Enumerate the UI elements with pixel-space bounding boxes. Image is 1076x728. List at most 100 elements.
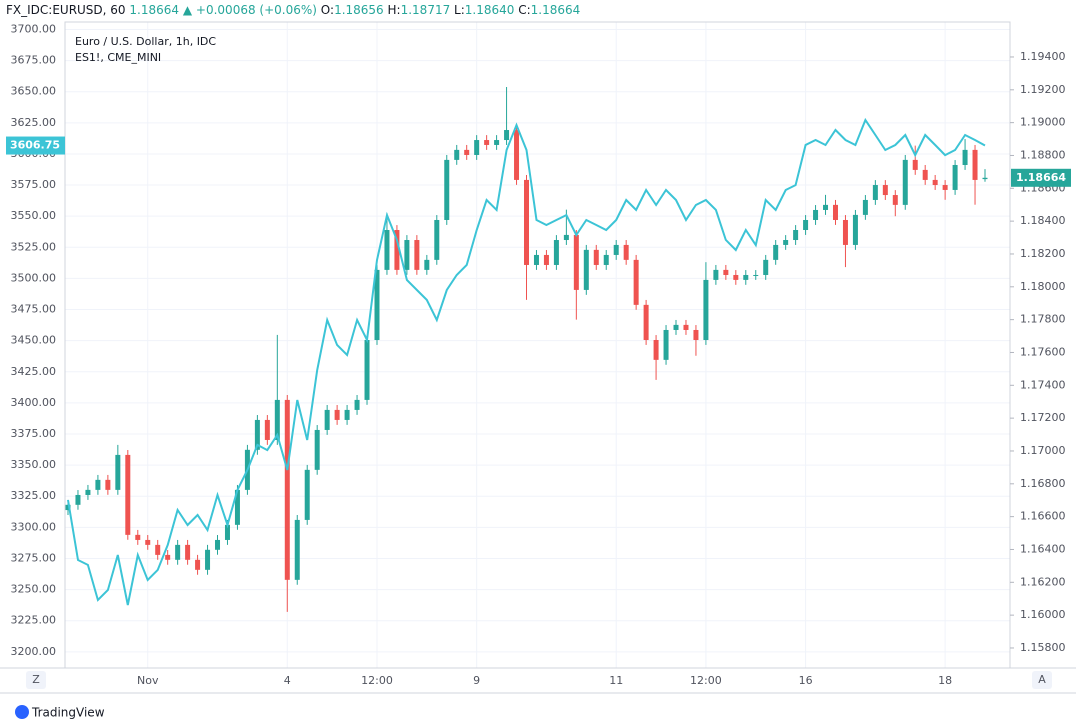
candle-body xyxy=(653,339,659,360)
candle-body xyxy=(813,209,819,220)
candle-body xyxy=(832,204,838,220)
candle-body xyxy=(85,489,91,495)
y2-tick-label: 1.19400 xyxy=(1020,50,1066,63)
es-line xyxy=(67,117,986,606)
candle-body xyxy=(155,544,161,555)
y2-tick-label: 1.18200 xyxy=(1020,247,1066,260)
candle-body xyxy=(135,534,141,540)
candle-body xyxy=(892,195,898,205)
candle-body xyxy=(613,244,619,255)
candle-body xyxy=(842,219,848,245)
candle-body xyxy=(65,504,71,511)
candle-body xyxy=(962,149,968,165)
candle-body xyxy=(733,274,739,280)
y-tick-label: 3575.00 xyxy=(11,178,57,191)
y2-tick-label: 1.16600 xyxy=(1020,510,1066,523)
y-tick-label: 3450.00 xyxy=(11,334,57,347)
candle-body xyxy=(424,259,430,270)
y2-tick-label: 1.18400 xyxy=(1020,214,1066,227)
x-tick-label: 18 xyxy=(938,674,952,687)
candle-body xyxy=(932,179,938,186)
candle-body xyxy=(663,329,669,360)
candle-body xyxy=(583,249,589,290)
candle-body xyxy=(284,399,290,580)
high-label: H: xyxy=(387,3,401,17)
logo[interactable]: TradingView xyxy=(15,705,105,720)
y2-tick-label: 1.16800 xyxy=(1020,477,1066,490)
scale-button[interactable] xyxy=(26,671,46,689)
y2-tick-label: 1.17000 xyxy=(1020,444,1066,457)
candle-body xyxy=(524,179,529,265)
y2-tick-label: 1.17600 xyxy=(1020,345,1066,358)
candle-body xyxy=(514,130,520,180)
open: 1.18656 xyxy=(334,3,384,17)
y2-tick-label: 1.18000 xyxy=(1020,280,1066,293)
candle-body xyxy=(703,279,709,340)
logo-icon[interactable] xyxy=(15,705,29,719)
logo-text[interactable]: TradingView xyxy=(31,706,105,720)
candle-body xyxy=(454,149,460,160)
candle-body xyxy=(982,177,988,180)
candle-body xyxy=(105,479,111,490)
x-tick-label: 4 xyxy=(284,674,291,687)
candle-body xyxy=(304,469,310,520)
candle-body xyxy=(484,140,490,145)
y-tick-label: 3500.00 xyxy=(11,271,57,284)
candle-body xyxy=(125,454,131,535)
y2-tick-label: 1.18800 xyxy=(1020,148,1066,161)
candle-body xyxy=(793,230,799,241)
candle-body xyxy=(673,324,679,330)
candle-body xyxy=(314,429,320,470)
y-tick-label: 3350.00 xyxy=(11,458,57,471)
change: +0.00068 (+0.06%) xyxy=(195,3,317,17)
candle-body xyxy=(165,554,171,560)
candle-body xyxy=(773,244,779,260)
close-label: C: xyxy=(518,3,531,17)
y-tick-label: 3525.00 xyxy=(11,240,57,253)
candle-body xyxy=(553,240,559,265)
y-tick-label: 3275.00 xyxy=(11,551,57,564)
scale-button-label[interactable]: A xyxy=(1038,673,1046,686)
y-tick-label: 3250.00 xyxy=(11,583,57,596)
scale-button[interactable] xyxy=(1032,671,1052,689)
y-tick-label: 3425.00 xyxy=(11,365,57,378)
high: 1.18717 xyxy=(400,3,451,17)
low: 1.18640 xyxy=(464,3,515,17)
candle-body xyxy=(783,240,789,245)
candle-body xyxy=(384,230,390,270)
y-tick-label: 3625.00 xyxy=(11,116,57,129)
y2-tick-label: 1.16400 xyxy=(1020,542,1066,555)
candle-body xyxy=(593,249,599,265)
legend-entry: ES1!, CME_MINI xyxy=(75,51,161,64)
y2-tick-label: 1.17800 xyxy=(1020,313,1066,326)
candle-body xyxy=(224,524,230,540)
x-tick-label: 9 xyxy=(473,674,480,687)
candle-body xyxy=(852,214,858,245)
candle-body xyxy=(264,419,270,440)
plot-frame xyxy=(64,21,1011,669)
candle-body xyxy=(234,489,240,525)
candle-body xyxy=(364,339,370,400)
candle-body xyxy=(334,409,340,420)
legend-entry: Euro / U.S. Dollar, 1h, IDC xyxy=(75,35,216,48)
candle-body xyxy=(324,409,330,430)
candle-body xyxy=(543,254,549,265)
candle-body xyxy=(952,164,958,190)
x-tick-label: 12:00 xyxy=(361,674,393,687)
candle-body xyxy=(912,159,918,170)
candle-body xyxy=(374,269,380,340)
candle-body xyxy=(504,130,510,141)
scale-button-label[interactable]: Z xyxy=(32,673,40,686)
candle-body xyxy=(145,539,151,545)
y-tick-label: 3375.00 xyxy=(11,427,57,440)
candle-body xyxy=(972,149,978,180)
candle-body xyxy=(474,140,480,155)
y2-tick-label: 1.19000 xyxy=(1020,116,1066,129)
candle-body xyxy=(623,244,629,260)
grid xyxy=(65,22,1010,668)
last-value-badge xyxy=(6,136,65,155)
header: FX_IDC:EURUSD, 60 1.18664 ▲ +0.00068 (+0… xyxy=(6,3,580,17)
low-label: L: xyxy=(454,3,465,17)
candle-body xyxy=(254,419,260,450)
